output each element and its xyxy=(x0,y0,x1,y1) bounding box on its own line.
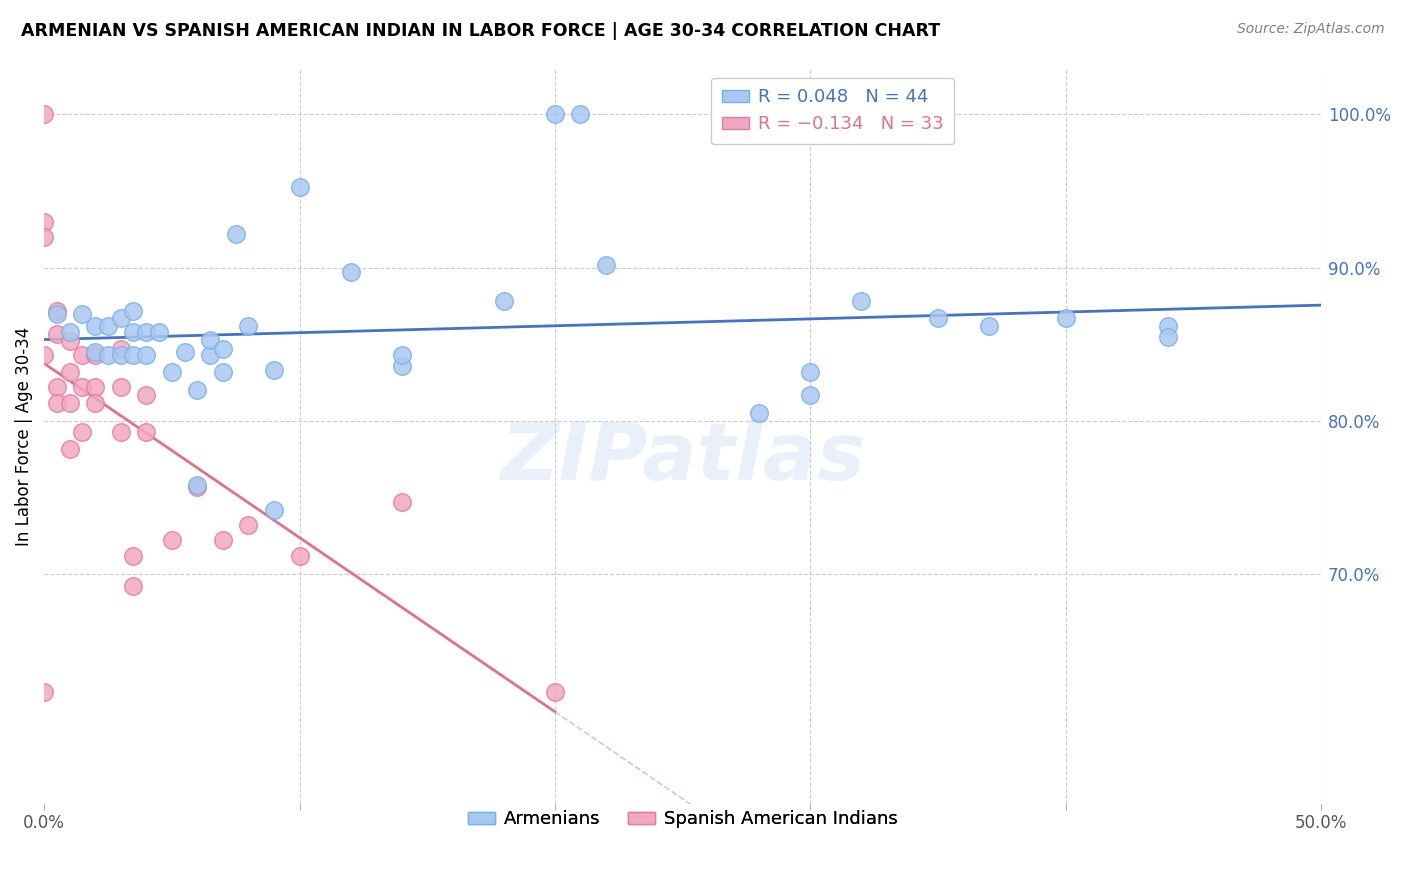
Point xyxy=(84,318,107,333)
Point xyxy=(84,380,107,394)
Point xyxy=(84,348,107,362)
Point xyxy=(1157,318,1180,333)
Point xyxy=(59,325,82,339)
Point xyxy=(263,363,285,377)
Point xyxy=(32,215,55,229)
Point xyxy=(212,365,235,379)
Point xyxy=(45,307,67,321)
Point xyxy=(135,348,157,362)
Point xyxy=(977,318,1000,333)
Text: Source: ZipAtlas.com: Source: ZipAtlas.com xyxy=(1237,22,1385,37)
Point xyxy=(135,388,157,402)
Point xyxy=(110,348,132,362)
Point xyxy=(110,425,132,439)
Point xyxy=(97,318,120,333)
Point xyxy=(32,230,55,244)
Point xyxy=(1157,329,1180,343)
Legend: Armenians, Spanish American Indians: Armenians, Spanish American Indians xyxy=(461,803,904,836)
Point xyxy=(198,348,221,362)
Point xyxy=(45,380,67,394)
Point xyxy=(122,549,145,563)
Point xyxy=(84,345,107,359)
Point xyxy=(97,348,120,362)
Point xyxy=(160,533,183,548)
Point xyxy=(186,478,208,492)
Y-axis label: In Labor Force | Age 30-34: In Labor Force | Age 30-34 xyxy=(15,326,32,546)
Point xyxy=(122,579,145,593)
Point xyxy=(122,325,145,339)
Point xyxy=(212,342,235,356)
Point xyxy=(186,480,208,494)
Point xyxy=(225,227,247,241)
Point xyxy=(148,325,170,339)
Point xyxy=(288,179,311,194)
Point xyxy=(799,365,821,379)
Point xyxy=(391,495,413,509)
Text: ZIPatlas: ZIPatlas xyxy=(501,419,865,498)
Point xyxy=(59,395,82,409)
Point xyxy=(72,348,94,362)
Point xyxy=(1054,311,1077,326)
Point xyxy=(238,518,260,533)
Point xyxy=(59,442,82,456)
Point xyxy=(212,533,235,548)
Point xyxy=(45,395,67,409)
Point xyxy=(173,345,195,359)
Point xyxy=(160,365,183,379)
Point xyxy=(391,348,413,362)
Point xyxy=(799,388,821,402)
Point xyxy=(110,311,132,326)
Point xyxy=(492,294,515,309)
Point xyxy=(45,326,67,341)
Point xyxy=(544,107,567,121)
Point xyxy=(72,425,94,439)
Text: ARMENIAN VS SPANISH AMERICAN INDIAN IN LABOR FORCE | AGE 30-34 CORRELATION CHART: ARMENIAN VS SPANISH AMERICAN INDIAN IN L… xyxy=(21,22,941,40)
Point xyxy=(45,303,67,318)
Point xyxy=(32,685,55,699)
Point xyxy=(32,107,55,121)
Point xyxy=(544,685,567,699)
Point xyxy=(288,549,311,563)
Point xyxy=(186,384,208,398)
Point xyxy=(198,333,221,347)
Point xyxy=(59,365,82,379)
Point xyxy=(59,334,82,349)
Point xyxy=(72,307,94,321)
Point xyxy=(135,425,157,439)
Point xyxy=(263,503,285,517)
Point xyxy=(748,406,770,420)
Point xyxy=(851,294,873,309)
Point xyxy=(569,107,592,121)
Point xyxy=(595,258,617,272)
Point xyxy=(122,348,145,362)
Point xyxy=(135,325,157,339)
Point xyxy=(122,303,145,318)
Point xyxy=(391,359,413,373)
Point xyxy=(339,265,361,279)
Point xyxy=(110,342,132,356)
Point xyxy=(84,395,107,409)
Point xyxy=(72,380,94,394)
Point xyxy=(238,318,260,333)
Point xyxy=(927,311,949,326)
Point xyxy=(110,380,132,394)
Point xyxy=(32,348,55,362)
